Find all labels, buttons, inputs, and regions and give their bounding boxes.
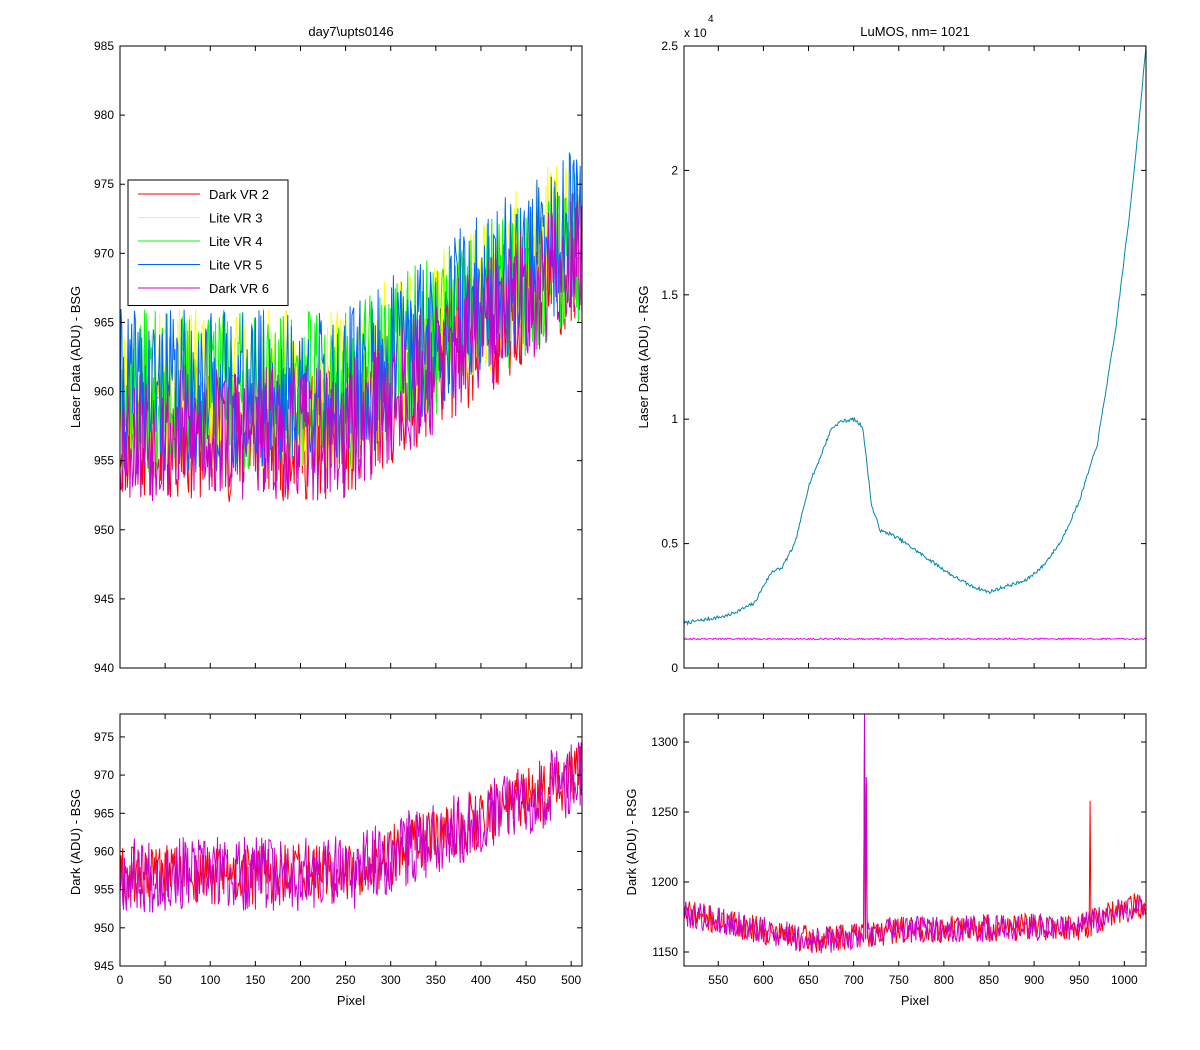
y-tick-label: 940 — [94, 661, 114, 675]
y-tick-label: 985 — [94, 39, 114, 53]
y-tick-label: 950 — [94, 921, 114, 935]
legend-label: Lite VR 5 — [209, 258, 262, 273]
axes-title: LuMOS, nm= 1021 — [860, 24, 969, 39]
y-tick-label: 0 — [671, 661, 678, 675]
y-tick-label: 975 — [94, 730, 114, 744]
y-axis-label: Laser Data (ADU) - BSG — [68, 286, 83, 428]
x-tick-label: 400 — [471, 973, 491, 987]
x-tick-label: 150 — [245, 973, 265, 987]
x-tick-label: 800 — [934, 973, 954, 987]
y-tick-label: 950 — [94, 523, 114, 537]
y-tick-label: 970 — [94, 768, 114, 782]
y-tick-label: 1 — [671, 412, 678, 426]
x-tick-label: 1000 — [1111, 973, 1138, 987]
y-tick-label: 2 — [671, 163, 678, 177]
series-line-5 — [120, 194, 582, 502]
y-tick-label: 955 — [94, 883, 114, 897]
x-tick-label: 500 — [561, 973, 581, 987]
axes-frame — [683, 713, 1147, 967]
y-tick-label: 1250 — [651, 805, 678, 819]
legend-label: Lite VR 4 — [209, 234, 262, 249]
y-tick-label: 970 — [94, 246, 114, 260]
y-axis-label: Dark (ADU) - BSG — [68, 789, 83, 895]
tick-layer: 550 600 650 700 750 800 850 900 950 1000 1150 1200 1… — [651, 714, 1146, 987]
x-tick-label: 50 — [158, 973, 172, 987]
axes-frame — [119, 713, 583, 967]
legend-label: Dark VR 6 — [209, 281, 269, 296]
y-tick-label: 2.5 — [661, 39, 678, 53]
x-tick-label: 250 — [336, 973, 356, 987]
x-tick-label: 900 — [1024, 973, 1044, 987]
series-line-1 — [684, 46, 1146, 626]
x-axis-label: Pixel — [901, 993, 929, 1008]
tick-layer: 0 50 100 150 200 250 300 350 400 450 500 945 950 955 9… — [94, 714, 582, 987]
y-tick-label: 960 — [94, 844, 114, 858]
y-tick-label: 955 — [94, 454, 114, 468]
legend-label: Dark VR 2 — [209, 187, 269, 202]
legend: Dark VR 2 Lite VR 3 Lite VR 4 Lite VR 5 Dark… — [127, 179, 289, 306]
y-tick-label: 965 — [94, 806, 114, 820]
tick-layer: 0 0.5 1 1.5 2 2.5 — [661, 39, 1146, 675]
y-axis-exponent-base: x 10 — [684, 26, 707, 40]
x-tick-label: 350 — [426, 973, 446, 987]
series-line-2 — [684, 637, 1146, 641]
y-tick-label: 980 — [94, 108, 114, 122]
plot-area — [684, 714, 1146, 954]
y-tick-label: 965 — [94, 315, 114, 329]
series-line-2 — [684, 714, 1146, 954]
x-tick-label: 550 — [708, 973, 728, 987]
x-tick-label: 750 — [889, 973, 909, 987]
x-tick-label: 300 — [381, 973, 401, 987]
series-line-2 — [120, 742, 582, 913]
y-axis-exponent-power: 4 — [708, 14, 714, 25]
y-tick-label: 945 — [94, 592, 114, 606]
plot-area — [120, 152, 582, 503]
x-tick-label: 650 — [799, 973, 819, 987]
x-axis-label: Pixel — [337, 993, 365, 1008]
x-tick-label: 100 — [200, 973, 220, 987]
x-tick-label: 200 — [290, 973, 310, 987]
y-tick-label: 1300 — [651, 735, 678, 749]
plot-area — [120, 742, 582, 913]
axes-title: day7\upts0146 — [308, 24, 393, 39]
axes-dark-rsg: Dark (ADU) - RSG Pixel 550 600 650 700 750 80… — [624, 713, 1147, 1008]
y-tick-label: 1.5 — [661, 288, 678, 302]
axes-frame — [683, 45, 1147, 669]
x-tick-label: 600 — [753, 973, 773, 987]
axes-laser-rsg: LuMOS, nm= 1021 Laser Data (ADU) - RSG x… — [636, 14, 1147, 675]
legend-label: Lite VR 3 — [209, 211, 262, 226]
x-tick-label: 450 — [516, 973, 536, 987]
y-tick-label: 945 — [94, 959, 114, 973]
y-axis-label: Dark (ADU) - RSG — [624, 789, 639, 896]
y-tick-label: 0.5 — [661, 537, 678, 551]
plot-area — [684, 46, 1146, 641]
y-tick-label: 975 — [94, 177, 114, 191]
axes-laser-bsg: day7\upts0146 Laser Data (ADU) - BSG 940… — [68, 24, 583, 675]
x-tick-label: 700 — [844, 973, 864, 987]
x-tick-label: 850 — [979, 973, 999, 987]
axes-dark-bsg: Dark (ADU) - BSG Pixel 0 50 100 150 200 250 30… — [68, 713, 583, 1008]
y-tick-label: 1150 — [652, 945, 678, 959]
y-tick-label: 1200 — [651, 875, 678, 889]
x-tick-label: 0 — [117, 973, 124, 987]
axes-frame — [119, 45, 583, 669]
legend-box — [127, 179, 289, 306]
y-tick-label: 960 — [94, 385, 114, 399]
x-tick-label: 950 — [1069, 973, 1089, 987]
y-axis-label: Laser Data (ADU) - RSG — [636, 285, 651, 428]
